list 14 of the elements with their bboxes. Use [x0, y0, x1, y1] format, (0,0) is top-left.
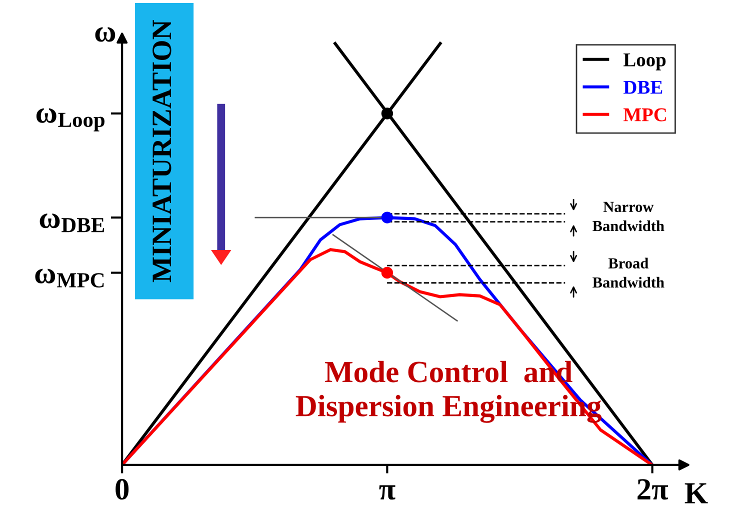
y-axis-title: ω	[95, 27, 116, 42]
annotation: MINIATURIZATION	[152, 20, 172, 282]
text: ω$_{DBE}$	[40, 213, 104, 232]
annotation: Narrow Bandwidth	[592, 202, 664, 232]
x-tick-label: 2π	[638, 479, 668, 500]
legend-label: Loop	[624, 53, 666, 70]
x-tick-label: 0	[116, 478, 129, 500]
legend-label: MPC	[624, 108, 666, 122]
x-axis-title: K	[684, 483, 708, 504]
text: ω$_{Loop}$	[36, 108, 104, 132]
annotation: Broad Bandwidth	[592, 258, 664, 288]
text: ω$_{MPC}$	[35, 268, 104, 288]
legend-label: DBE	[624, 80, 662, 94]
x-tick-label: π	[379, 485, 396, 500]
